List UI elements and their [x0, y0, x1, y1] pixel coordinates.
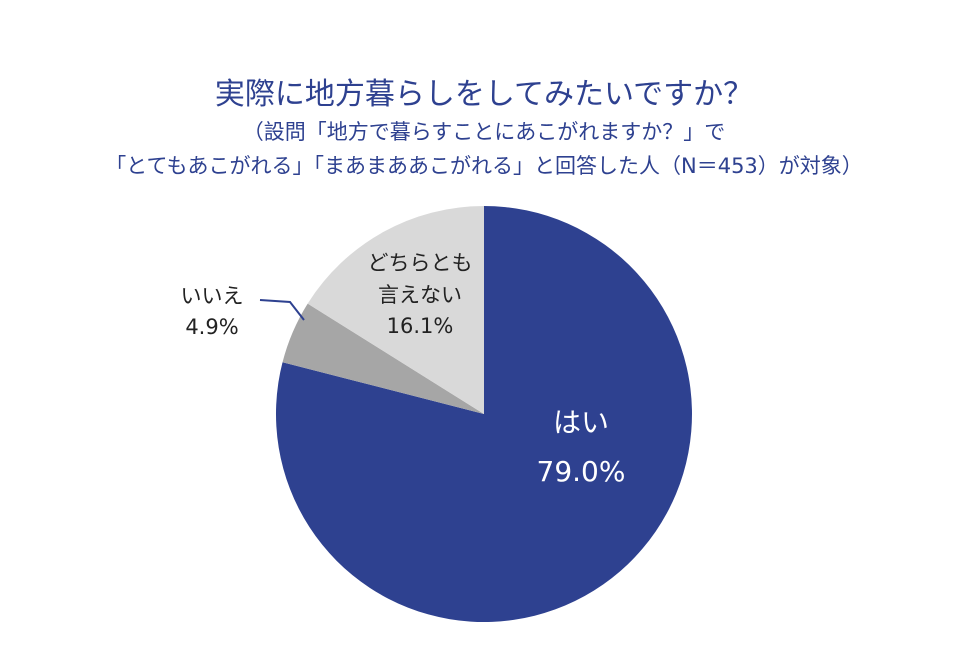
pie-slice-neither: [307, 205, 484, 414]
chart-title: 実際に地方暮らしをしてみたいですか？: [215, 77, 753, 112]
slice-no-label-group: いいえ 4.9%: [181, 284, 305, 339]
slice-yes-label: はい: [553, 406, 609, 439]
pie-group: [275, 205, 692, 622]
slice-no-value-label: 4.9%: [185, 315, 238, 339]
slice-neither-label-group: どちらとも 言えない 16.1%: [368, 251, 473, 338]
slice-neither-label-line-2: 言えない: [378, 283, 462, 307]
slice-yes-value-label: 79.0%: [537, 455, 626, 488]
pie-slice-yes: [275, 206, 692, 622]
chart-subtitle-line-2: 「とてもあこがれる」「まあまああこがれる」と回答した人（N＝453）が対象）: [105, 154, 863, 178]
slice-neither-label-line-1: どちらとも: [368, 251, 473, 275]
pie-slice-no: [282, 303, 484, 414]
slice-neither-value-label: 16.1%: [387, 314, 454, 338]
slice-yes-label-group: はい 79.0%: [537, 406, 626, 488]
slice-no-label: いいえ: [181, 284, 244, 308]
slice-no-leader-line: [259, 299, 305, 321]
chart-subtitle-line-1: （設問「地方で暮らすことにあこがれますか？」で: [243, 120, 726, 144]
